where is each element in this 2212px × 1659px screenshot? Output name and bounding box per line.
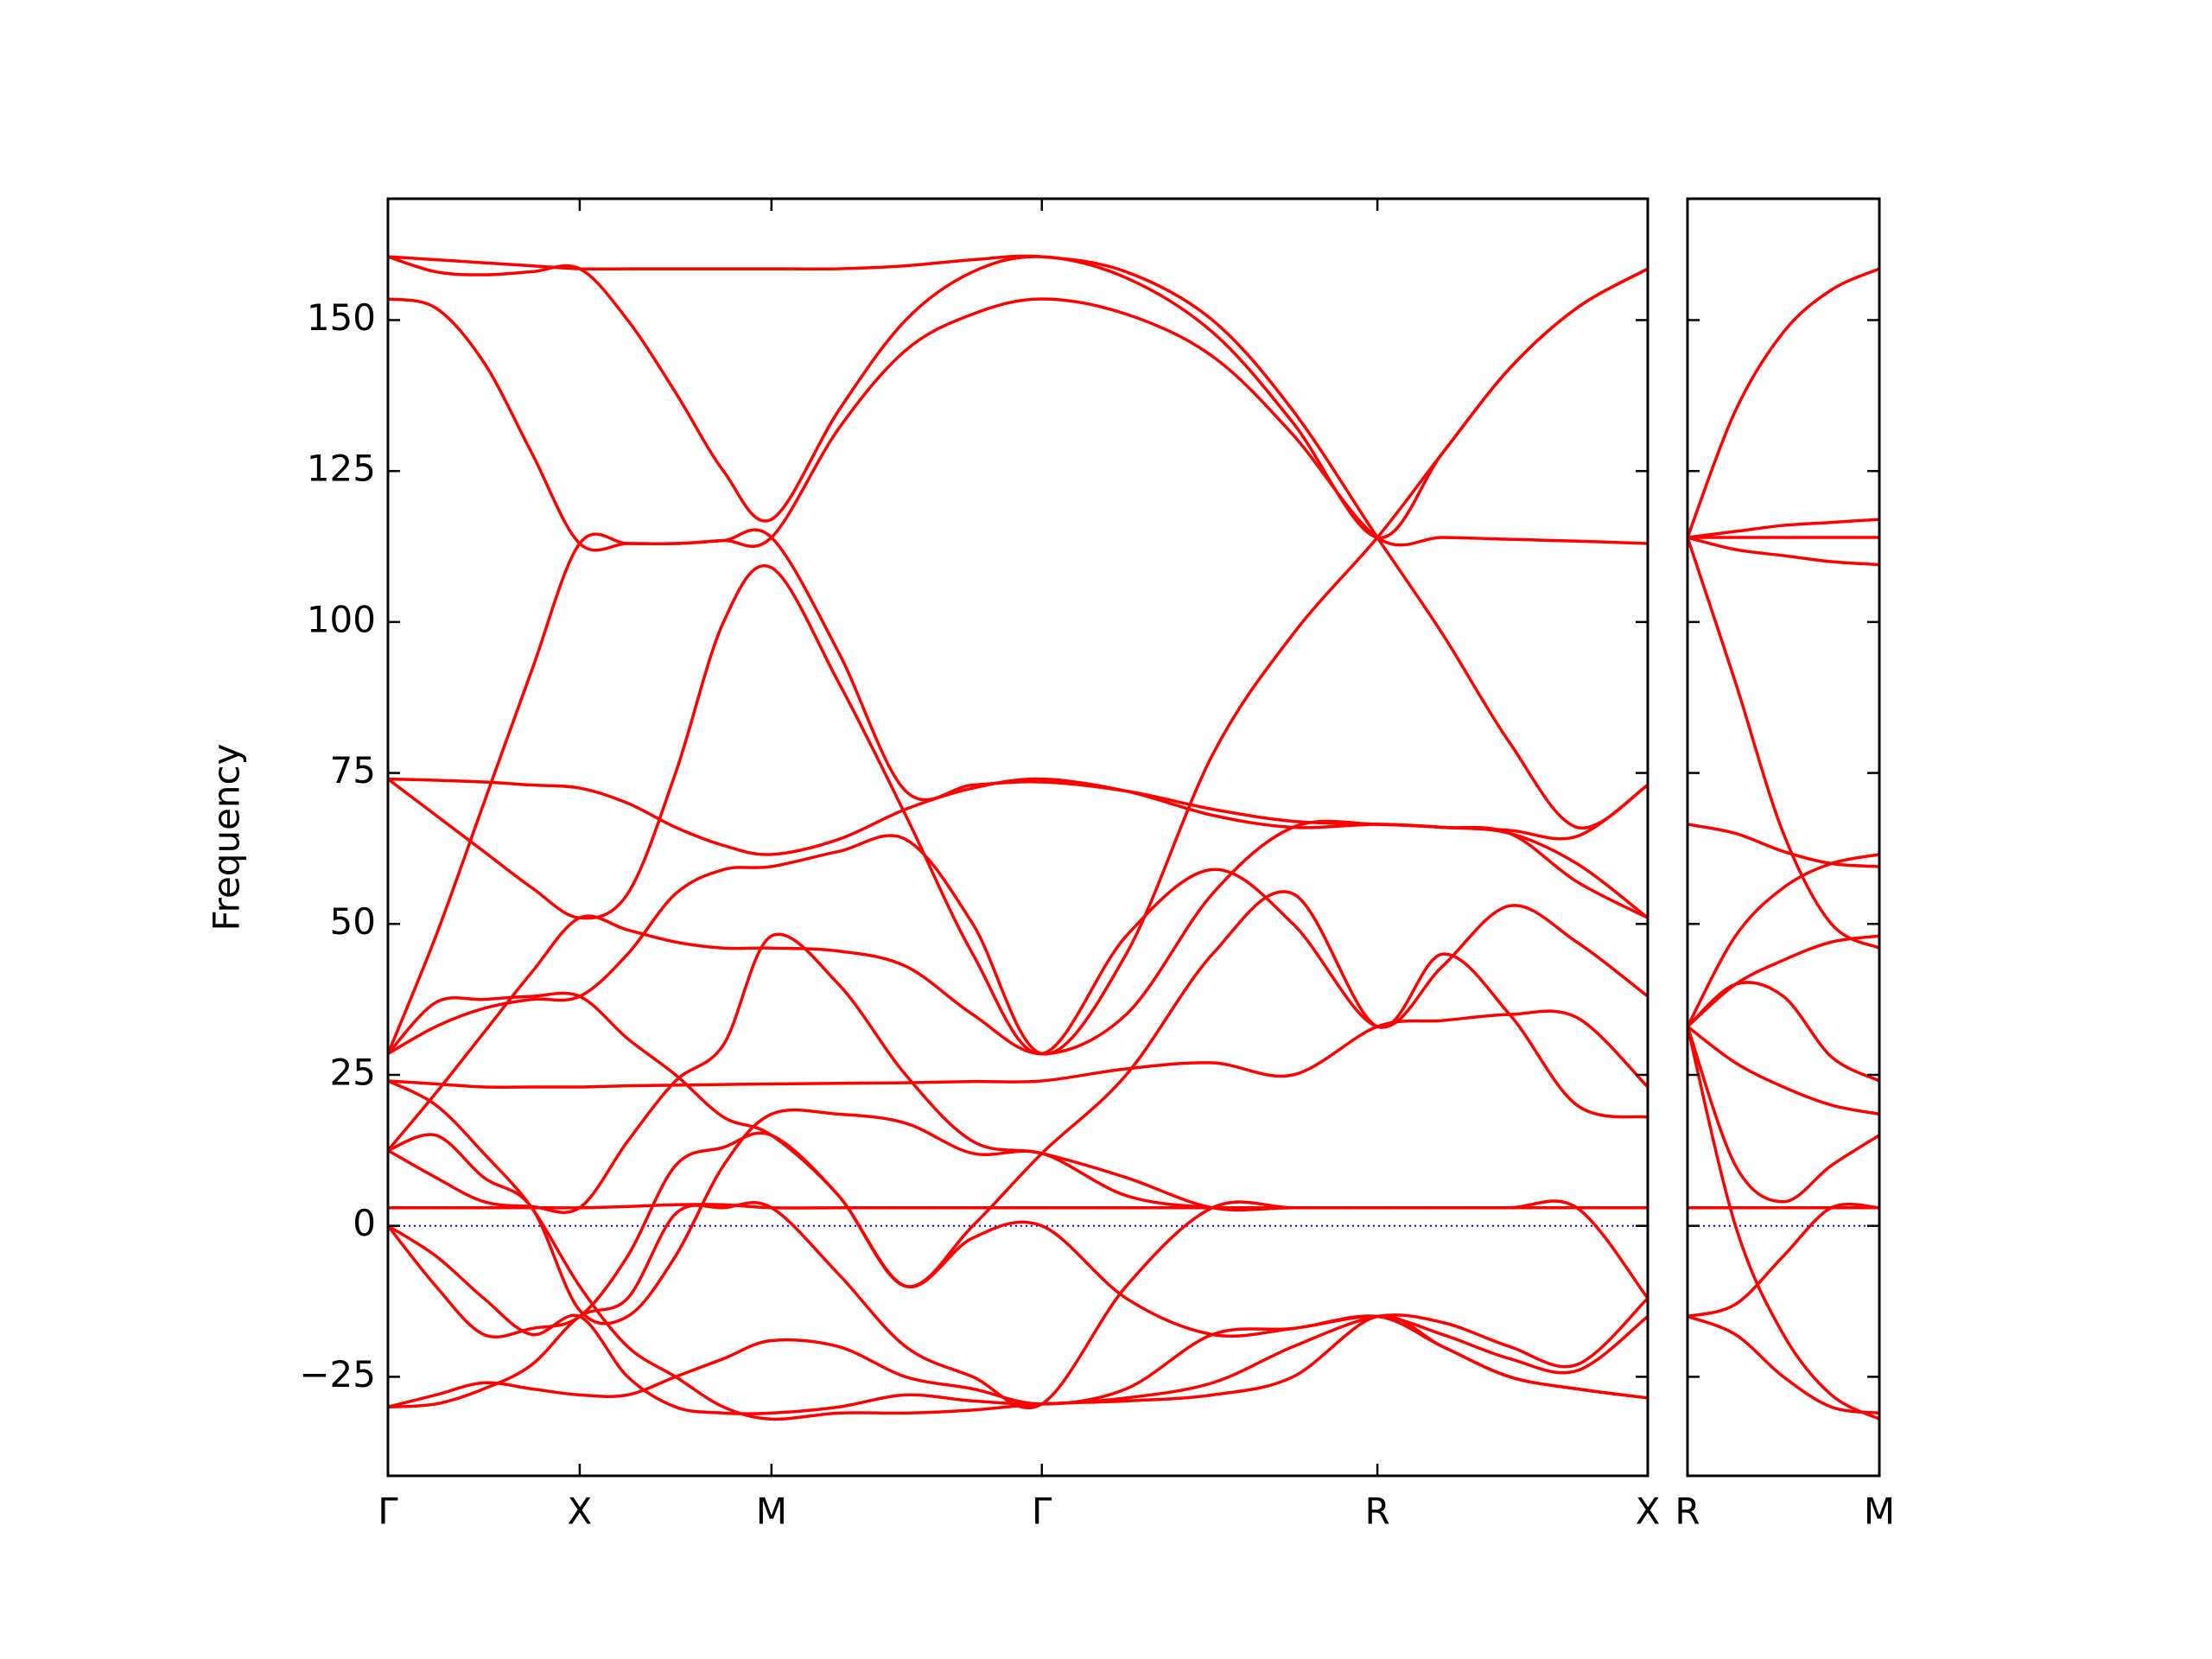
band [1688,981,1879,1083]
band [388,819,1648,1152]
band [1688,267,1879,538]
y-tick-label: −25 [299,1353,376,1395]
band [388,1009,1648,1089]
band [388,528,1648,1055]
band [388,564,1648,1056]
x-tick-label: R [1675,1491,1700,1533]
band [1688,1026,1879,1421]
x-tick-label: Γ [1032,1491,1052,1533]
band [1688,1026,1879,1204]
x-tick-label: M [1864,1491,1895,1533]
plot-frame [1686,197,1881,1478]
band [388,1108,1648,1325]
y-axis-label: Frequency [206,744,248,931]
band [1688,1025,1879,1116]
x-tick-label: R [1365,1491,1390,1533]
y-tick-label: 50 [330,900,376,943]
x-tick-label: Γ [378,1491,398,1533]
y-tick-label: 0 [353,1202,376,1244]
x-tick-label: M [756,1491,787,1533]
band [1688,823,1879,868]
band [388,777,1648,856]
plot-frame [386,197,1649,1478]
band [388,890,1648,1288]
band [388,1131,1648,1375]
band [388,267,1648,1056]
y-tick-label: 125 [307,448,376,490]
band [1688,536,1879,567]
band [388,297,1648,552]
band [1688,853,1879,1027]
band [388,1314,1648,1409]
band [388,932,1648,1214]
x-tick-label: X [568,1491,593,1533]
y-tick-label: 25 [330,1051,376,1093]
band [1688,537,1879,950]
band [388,1224,1648,1415]
band [388,255,1648,539]
band [1688,934,1879,1028]
band [1688,518,1879,539]
y-tick-label: 100 [307,598,376,640]
y-tick-label: 150 [307,296,376,339]
band [388,1079,1648,1421]
band [1688,1314,1879,1415]
x-tick-label: X [1636,1491,1661,1533]
y-tick-label: 75 [330,749,376,791]
band [1688,1202,1879,1319]
